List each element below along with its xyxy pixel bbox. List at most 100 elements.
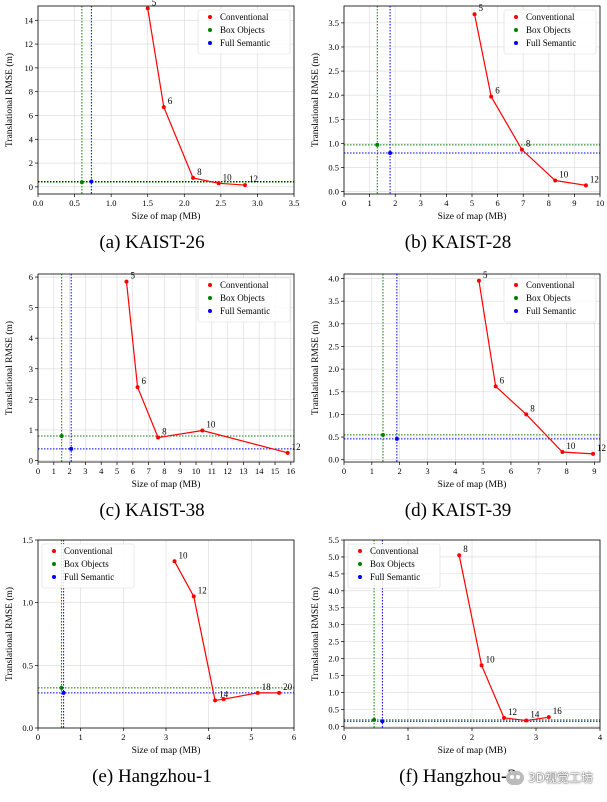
x-tick-label: 3: [83, 466, 87, 476]
legend-box: [503, 277, 597, 323]
conventional-point: [191, 175, 196, 180]
legend-marker: [208, 41, 212, 45]
y-tick-label: 1: [29, 425, 33, 435]
conventional-point: [124, 279, 129, 284]
conventional-point-label: 12: [597, 443, 606, 453]
legend-label: Full Semantic: [220, 306, 270, 316]
legend-label: Full Semantic: [526, 38, 576, 48]
x-tick-label: 6: [131, 466, 135, 476]
y-tick-label: 3: [29, 364, 33, 374]
conventional-point-label: 18: [262, 682, 272, 692]
legend-marker: [208, 283, 212, 287]
legend: Conventional Box Objects Full Semantic: [197, 277, 291, 323]
conventional-series-line: [174, 561, 280, 702]
legend-marker: [514, 296, 518, 300]
x-tick-label: 0.5: [69, 198, 80, 208]
conventional-point-label: 8: [530, 403, 535, 413]
conventional-point-label: 6: [168, 96, 173, 106]
conventional-point: [242, 183, 247, 188]
y-tick-label: 0.5: [328, 162, 339, 172]
x-tick-label: 4: [444, 198, 449, 208]
box-objects-point: [380, 432, 385, 437]
y-tick-label: 0.0: [22, 723, 33, 733]
conventional-point: [489, 94, 494, 99]
wechat-icon: [506, 770, 525, 785]
y-tick-label: 6: [29, 110, 33, 120]
y-tick-label: 14: [25, 15, 34, 25]
y-axis-label: Translational RMSE (m): [310, 587, 321, 681]
x-tick-label: 0: [36, 732, 40, 742]
conventional-point: [285, 450, 290, 455]
conventional-point: [216, 181, 221, 186]
y-tick-label: 2: [29, 394, 33, 404]
conventional-point: [479, 663, 484, 668]
conventional-point-label: 12: [590, 174, 599, 184]
plot-frame: [343, 273, 601, 463]
legend-box: [197, 9, 291, 55]
watermark-text: 3D视觉工坊: [528, 771, 593, 785]
conventional-point: [476, 278, 481, 283]
conventional-point: [145, 6, 150, 11]
y-tick-label: 2.0: [328, 90, 339, 100]
conventional-point: [172, 559, 177, 564]
y-tick-label: 0.0: [328, 455, 339, 465]
conventional-point-label: 10: [179, 550, 189, 560]
y-tick-label: 3.0: [328, 319, 339, 329]
legend-label: Box Objects: [220, 25, 265, 35]
full-semantic-point: [69, 446, 74, 451]
panel-kaist-39: 5 6 8 10 12 0 1 2 3 4 5 6 7 8 9 0.0 0.5 1.0 1.5 2.0 2.5 3.0 3.…: [308, 268, 607, 532]
y-tick-label: 3.0: [328, 42, 339, 52]
x-tick-label: 3: [419, 198, 423, 208]
x-tick-label: 12: [223, 466, 232, 476]
chart-kaist-26: 5 6 8 10 12 0.0 0.5 1.0 1.5 2.0 2.5 3.0 3.5 0 2 4 6 8 10 12…: [4, 0, 299, 222]
conventional-point-label: 8: [463, 544, 468, 554]
x-tick-label: 2: [121, 732, 125, 742]
y-tick-label: 2.5: [328, 637, 339, 647]
legend-label: Full Semantic: [370, 572, 420, 582]
y-tick-label: 0.5: [328, 432, 339, 442]
y-tick-label: 3.5: [328, 296, 339, 306]
y-tick-label: 1.0: [328, 138, 339, 148]
y-tick-label: 0: [29, 455, 33, 465]
y-tick-label: 1.5: [328, 670, 339, 680]
y-tick-label: 5.0: [328, 552, 339, 562]
x-tick-label: 14: [255, 466, 264, 476]
legend-label: Box Objects: [526, 25, 571, 35]
x-tick-label: 16: [287, 466, 296, 476]
full-semantic-point: [89, 179, 94, 184]
x-tick-label: 4: [99, 466, 104, 476]
y-tick-label: 1.0: [22, 598, 33, 608]
box-objects-point: [59, 685, 64, 690]
x-tick-label: 1: [370, 466, 374, 476]
conventional-point: [191, 594, 196, 599]
conventional-point: [255, 690, 260, 695]
full-semantic-point: [61, 690, 66, 695]
legend-marker: [52, 575, 56, 579]
x-axis-label: Size of map (MB): [438, 479, 507, 490]
conventional-point-label: 10: [206, 420, 216, 430]
conventional-point-label: 14: [219, 689, 229, 699]
legend-label: Box Objects: [370, 559, 415, 569]
conventional-point: [524, 412, 529, 417]
y-tick-label: 2.5: [328, 66, 339, 76]
x-tick-label: 2: [67, 466, 71, 476]
panel-hangzhou-1: 10 12 14 18 20 0 1 2 3 4 5 6 0.0 0.5 1.0 1.5 Size of map…: [2, 534, 302, 798]
conventional-point: [277, 690, 282, 695]
conventional-point-label: 5: [479, 3, 484, 13]
conventional-point-label: 5: [130, 271, 135, 281]
watermark: 3D视觉工坊: [506, 769, 593, 786]
plot-frame: [37, 5, 295, 195]
legend-label: Full Semantic: [64, 572, 114, 582]
y-tick-label: 3.5: [328, 18, 339, 28]
x-tick-label: 10: [192, 466, 201, 476]
conventional-point: [502, 715, 506, 720]
x-tick-label: 1.0: [106, 198, 117, 208]
legend-marker: [208, 309, 212, 313]
conventional-point-label: 8: [197, 167, 202, 177]
y-tick-label: 0.5: [328, 704, 339, 714]
legend: Conventional Box Objects Full Semantic: [503, 277, 597, 323]
x-tick-label: 0: [342, 466, 346, 476]
legend-label: Conventional: [526, 12, 575, 22]
